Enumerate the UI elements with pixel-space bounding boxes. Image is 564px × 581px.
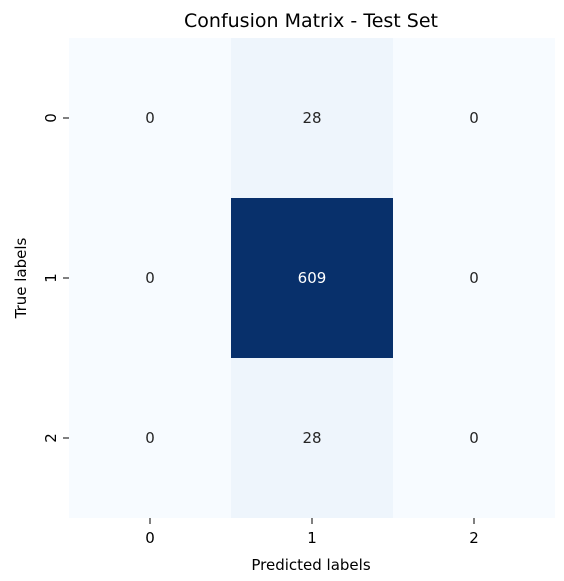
cell-annotation-r1-c1: 609 [298, 269, 327, 287]
chart-title: Confusion Matrix - Test Set [184, 10, 438, 32]
cell-annotation-r2-c2: 0 [469, 429, 479, 447]
cell-annotation-r1-c0: 0 [145, 269, 155, 287]
heatmap-cell-r2-c1 [231, 358, 393, 518]
x-axis: 0 1 2 [145, 518, 479, 547]
y-tick-label-2: 2 [42, 433, 60, 443]
y-tick-label-1: 1 [42, 273, 60, 283]
heatmap-cell-r1-c2 [393, 198, 555, 358]
cell-annotation-r0-c1: 28 [302, 109, 321, 127]
heatmap-cell-r1-c0 [69, 198, 231, 358]
heatmap-cell-r0-c2 [393, 38, 555, 198]
heatmap-cell-r0-c0 [69, 38, 231, 198]
heatmap-cell-r2-c2 [393, 358, 555, 518]
cell-annotation-r0-c0: 0 [145, 109, 155, 127]
x-axis-label: Predicted labels [251, 556, 370, 574]
y-axis-label: True labels [12, 237, 30, 319]
x-tick-label-2: 2 [469, 529, 479, 547]
cell-annotation-r2-c0: 0 [145, 429, 155, 447]
cell-annotation-r1-c2: 0 [469, 269, 479, 287]
cell-annotations: 0 28 0 0 609 0 0 28 0 [145, 109, 479, 447]
cell-annotation-r0-c2: 0 [469, 109, 479, 127]
heatmap-cell-r0-c1 [231, 38, 393, 198]
x-tick-label-1: 1 [307, 529, 317, 547]
y-tick-label-0: 0 [42, 113, 60, 123]
y-axis: 0 1 2 [42, 113, 69, 443]
heatmap-cell-r2-c0 [69, 358, 231, 518]
heatmap-cell-r1-c1 [231, 198, 393, 358]
x-tick-label-0: 0 [145, 529, 155, 547]
heatmap-cells [69, 38, 555, 518]
cell-annotation-r2-c1: 28 [302, 429, 321, 447]
